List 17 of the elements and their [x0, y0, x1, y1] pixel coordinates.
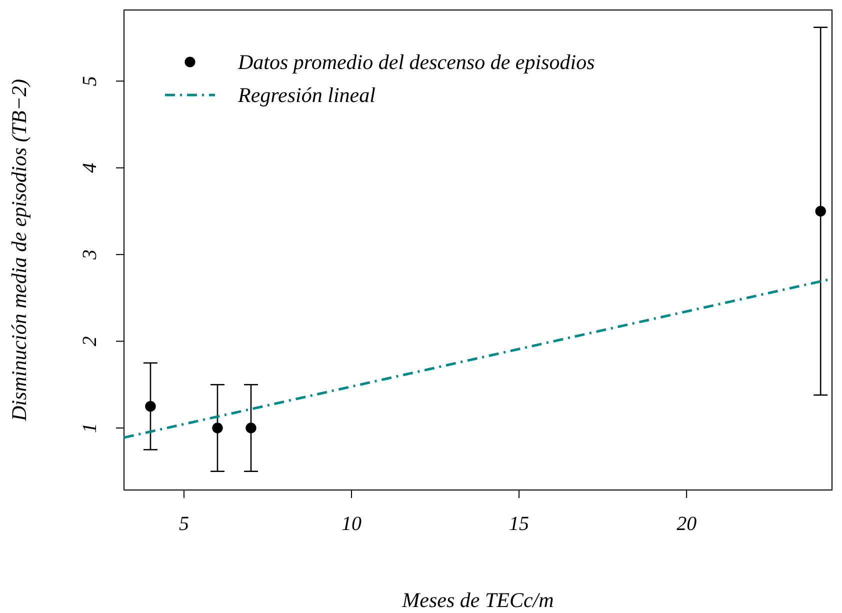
y-tick-label: 4	[79, 162, 101, 173]
y-tick-label: 2	[79, 336, 101, 346]
y-tick-label: 3	[79, 250, 101, 261]
point	[212, 422, 223, 434]
x-tick-label: 20	[676, 513, 697, 535]
y-axis-title: Disminución media de episodios (TB−2)	[7, 79, 31, 422]
y-tick-label: 1	[79, 422, 101, 433]
x-axis-title: Meses de TECc/m	[401, 588, 554, 612]
point	[246, 422, 256, 434]
x-tick-label: 15	[509, 513, 530, 535]
legend-label: Datos promedio del descenso de episodios	[237, 50, 595, 74]
x-tick-label: 5	[178, 513, 189, 535]
legend-label: Regresión lineal	[237, 83, 376, 107]
y-tick-label: 5	[79, 76, 101, 86]
x-tick-label: 10	[342, 513, 362, 535]
point	[145, 400, 156, 412]
point	[815, 206, 826, 217]
